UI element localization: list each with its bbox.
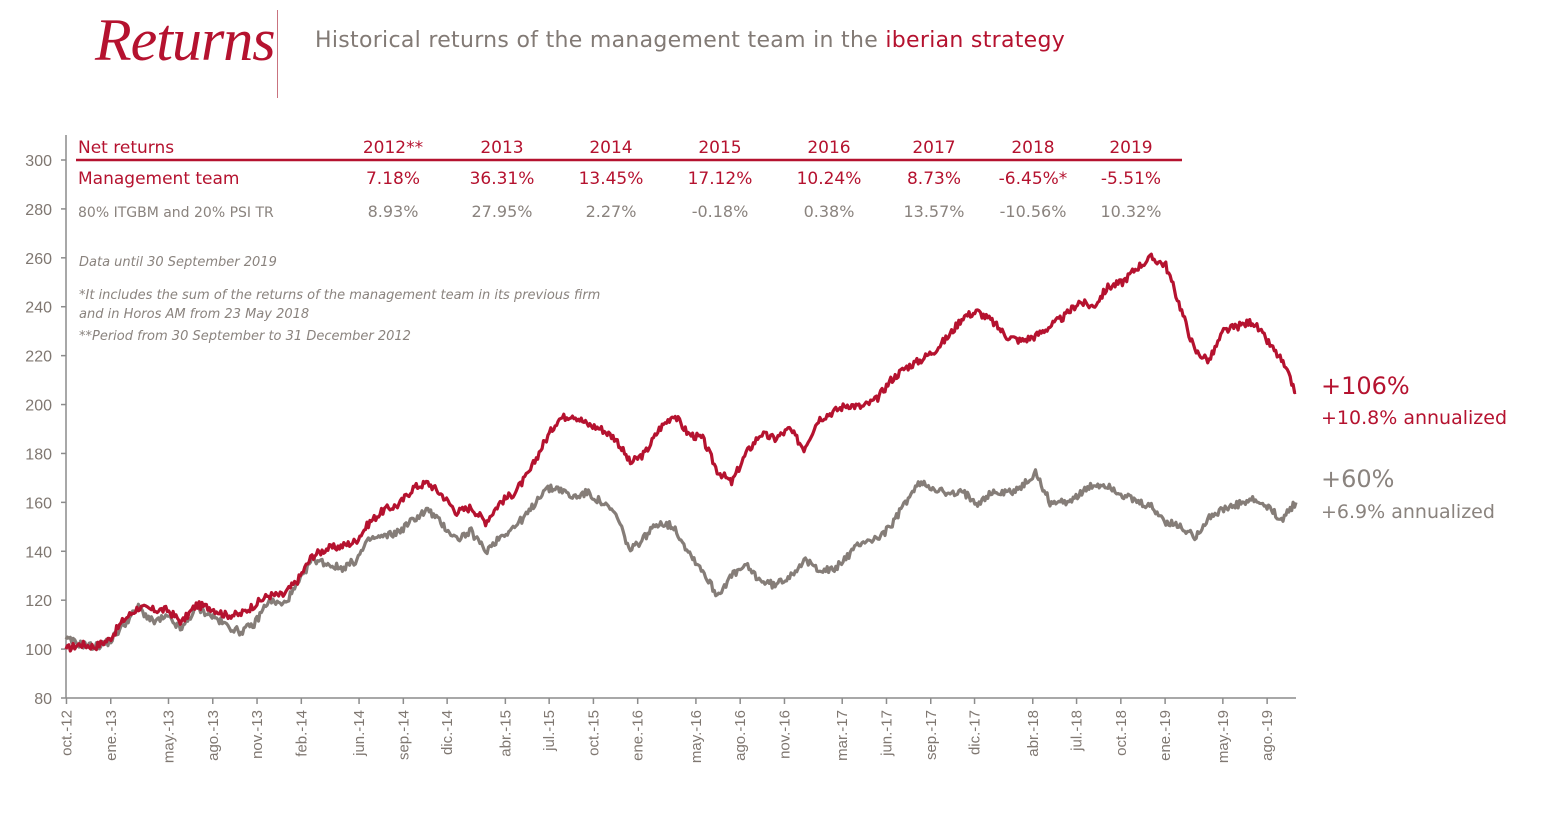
end-label-benchmark-annualized: +6.9% annualized: [1321, 501, 1495, 523]
end-label-management-total: +106%: [1321, 372, 1410, 400]
x-tick-label: nov.-16: [776, 710, 793, 759]
y-tick-label: 200: [25, 398, 52, 415]
x-tick-label: mar.-17: [834, 710, 851, 761]
x-tick-label: feb.-14: [293, 710, 310, 757]
y-tick-label: 260: [25, 251, 52, 268]
table-cell-management: 8.73%: [907, 169, 961, 189]
x-tick-label: ene.-16: [630, 710, 647, 761]
page-title: Returns: [95, 7, 276, 73]
row-management-label: Management team: [78, 169, 240, 189]
y-tick-label: 140: [25, 544, 52, 561]
x-tick-label: oct.-12: [58, 710, 75, 756]
series-line-management-team: [64, 252, 1297, 653]
footnote-1-line-2: and in Horos AM from 23 May 2018: [79, 307, 309, 322]
x-tick-label: abr.-18: [1025, 710, 1042, 757]
table-cell-management: 10.24%: [797, 169, 862, 189]
y-tick-label: 100: [25, 642, 52, 659]
table-cell-management: 17.12%: [688, 169, 753, 189]
x-tick-label: oct.-15: [585, 710, 602, 756]
x-tick-label: may.-16: [688, 710, 705, 763]
title-divider: [277, 10, 278, 98]
x-tick-label: ene.-13: [103, 710, 120, 761]
x-tick-label: may.-19: [1215, 710, 1232, 763]
table-cell-benchmark: 27.95%: [471, 202, 532, 221]
x-tick-label: ago.-16: [732, 710, 749, 761]
table-cell-management: 36.31%: [470, 169, 535, 189]
x-tick-label: jul.-15: [541, 710, 558, 752]
x-tick-label: abr.-15: [497, 710, 514, 757]
table-years: 2012** 2013 2014 2015 2016 2017 2018 2019: [363, 138, 1153, 158]
table-cell-benchmark: 0.38%: [804, 202, 855, 221]
table-year-header: 2017: [912, 138, 955, 158]
subtitle-accent: iberian strategy: [885, 28, 1066, 53]
table-cell-benchmark: 8.93%: [368, 202, 419, 221]
table-cell-benchmark: -10.56%: [1000, 202, 1067, 221]
end-label-benchmark-total: +60%: [1321, 465, 1394, 493]
x-tick-label: may.-13: [161, 710, 178, 763]
subtitle-text: Historical returns of the management tea…: [315, 28, 886, 53]
x-tick-label: sep.-14: [395, 710, 412, 760]
y-tick-label: 240: [25, 300, 52, 317]
row-benchmark-values: 8.93% 27.95% 2.27% -0.18% 0.38% 13.57% -10.56%…: [368, 202, 1162, 221]
y-tick-label: 180: [25, 446, 52, 463]
x-tick-label: ago.-19: [1259, 710, 1276, 761]
table-cell-management: -6.45%*: [999, 169, 1068, 189]
table-cell-benchmark: 13.57%: [903, 202, 964, 221]
table-cell-benchmark: 2.27%: [586, 202, 637, 221]
row-benchmark-label: 80% ITGBM and 20% PSI TR: [78, 205, 274, 221]
y-tick-label: 160: [25, 495, 52, 512]
series-layer: [64, 252, 1298, 653]
y-tick-label: 80: [34, 691, 52, 708]
page-subtitle: Historical returns of the management tea…: [315, 28, 1065, 53]
footnote-2: **Period from 30 September to 31 Decembe…: [79, 329, 411, 344]
returns-table: Net returns 2012** 2013 2014 2015 2016 2017 20…: [76, 138, 1182, 221]
y-tick-label: 120: [25, 593, 52, 610]
table-year-header: 2013: [480, 138, 523, 158]
y-tick-label: 300: [25, 153, 52, 170]
x-tick-label: jul.-18: [1069, 710, 1086, 752]
end-label-management-annualized: +10.8% annualized: [1321, 407, 1507, 429]
table-cell-management: 13.45%: [579, 169, 644, 189]
table-cell-benchmark: -0.18%: [692, 202, 749, 221]
table-cell-benchmark: 10.32%: [1100, 202, 1161, 221]
y-tick-label: 220: [25, 349, 52, 366]
x-tick-label: jun.-17: [878, 710, 895, 757]
x-tick-label: nov.-13: [249, 710, 266, 759]
chart-axes: 80 100 120 140 160 180 200 220 240 260 280 300 oct.-…: [25, 135, 1296, 763]
table-cell-management: -5.51%: [1101, 169, 1161, 189]
table-year-header: 2016: [807, 138, 850, 158]
series-line-benchmark: [64, 468, 1298, 651]
x-tick-label: jun.-14: [351, 710, 368, 757]
footnote-1-line-1: *It includes the sum of the returns of t…: [79, 288, 600, 303]
table-header-label: Net returns: [78, 138, 174, 158]
x-tick-label: dic.-14: [439, 710, 456, 755]
x-tick-label: ene.-19: [1157, 710, 1174, 761]
table-cell-management: 7.18%: [366, 169, 420, 189]
table-year-header: 2019: [1109, 138, 1152, 158]
x-tick-label: oct.-18: [1113, 710, 1130, 756]
x-tick-label: dic.-17: [967, 710, 984, 755]
row-management-values: 7.18% 36.31% 13.45% 17.12% 10.24% 8.73% -6.45%…: [366, 169, 1161, 189]
note-data-until: Data until 30 September 2019: [79, 255, 277, 270]
x-tick-label: ago.-13: [205, 710, 222, 761]
table-year-header: 2018: [1011, 138, 1054, 158]
table-year-header: 2015: [698, 138, 741, 158]
x-tick-label: sep.-17: [923, 710, 940, 760]
table-year-header: 2012**: [363, 138, 423, 158]
y-tick-label: 280: [25, 202, 52, 219]
table-year-header: 2014: [589, 138, 632, 158]
